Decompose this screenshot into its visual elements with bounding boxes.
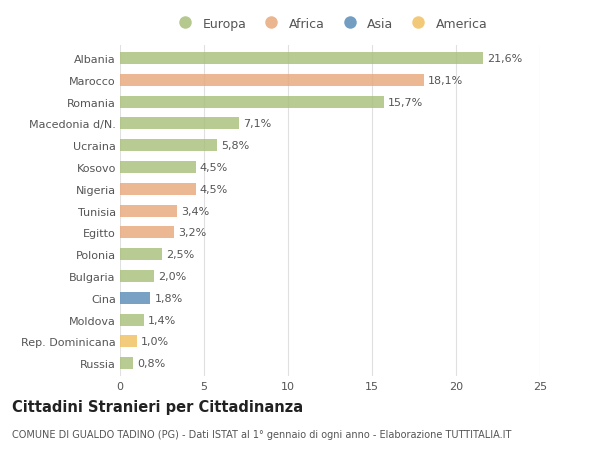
Text: Cittadini Stranieri per Cittadinanza: Cittadini Stranieri per Cittadinanza [12,399,303,414]
Text: 2,5%: 2,5% [166,250,194,260]
Text: 4,5%: 4,5% [200,185,228,195]
Text: 4,5%: 4,5% [200,162,228,173]
Text: 1,4%: 1,4% [148,315,176,325]
Text: 15,7%: 15,7% [388,97,423,107]
Bar [120,358,133,369]
Bar [120,140,217,152]
Bar [120,53,483,65]
Bar [120,75,424,87]
Bar [120,249,162,261]
Bar [120,118,239,130]
Bar [120,314,143,326]
Bar [120,292,150,304]
Text: 18,1%: 18,1% [428,76,464,86]
Text: COMUNE DI GUALDO TADINO (PG) - Dati ISTAT al 1° gennaio di ogni anno - Elaborazi: COMUNE DI GUALDO TADINO (PG) - Dati ISTA… [12,429,511,439]
Bar [120,205,177,217]
Bar [120,96,384,108]
Text: 3,4%: 3,4% [181,206,209,216]
Text: 1,8%: 1,8% [154,293,182,303]
Bar [120,336,137,347]
Text: 3,2%: 3,2% [178,228,206,238]
Text: 1,0%: 1,0% [141,336,169,347]
Bar [120,184,196,196]
Bar [120,270,154,282]
Bar [120,227,174,239]
Text: 2,0%: 2,0% [158,271,186,281]
Bar [120,162,196,174]
Text: 21,6%: 21,6% [487,54,523,64]
Legend: Europa, Africa, Asia, America: Europa, Africa, Asia, America [170,15,490,33]
Text: 5,8%: 5,8% [221,141,250,151]
Text: 0,8%: 0,8% [137,358,166,368]
Text: 7,1%: 7,1% [244,119,272,129]
